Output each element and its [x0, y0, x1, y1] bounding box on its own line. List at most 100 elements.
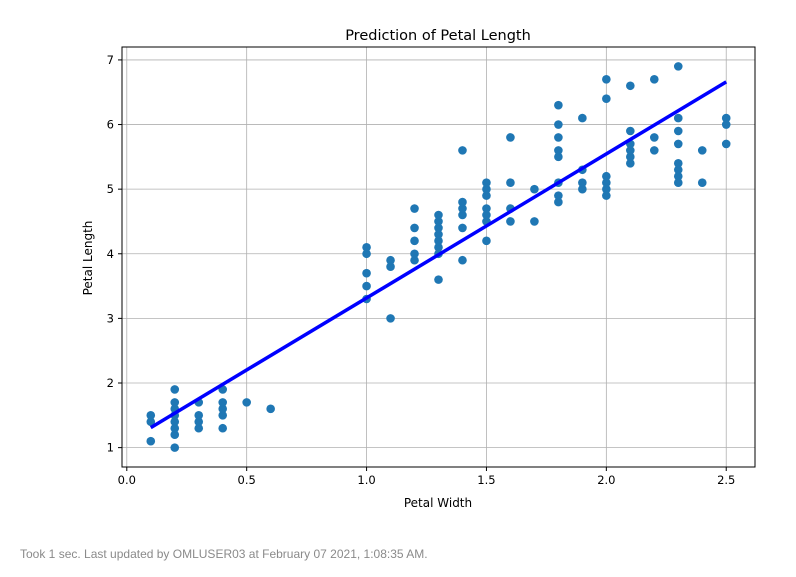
- data-point: [170, 423, 180, 433]
- data-point: [410, 204, 419, 213]
- data-point: [242, 398, 251, 407]
- data-point: [697, 178, 707, 187]
- y-tick-label: 6: [107, 118, 114, 132]
- data-point: [554, 197, 563, 207]
- data-point: [482, 210, 491, 220]
- data-point: [434, 275, 443, 284]
- chart-title: Prediction of Petal Length: [345, 28, 531, 44]
- data-point: [362, 243, 371, 252]
- data-point: [673, 126, 683, 136]
- data-point: [482, 191, 491, 200]
- data-point: [410, 255, 419, 265]
- data-point: [649, 133, 659, 142]
- data-point: [410, 223, 419, 233]
- data-point: [697, 146, 707, 155]
- data-point: [434, 223, 443, 233]
- data-point: [170, 417, 180, 427]
- y-tick-label: 2: [107, 376, 114, 390]
- data-point: [554, 152, 563, 162]
- data-point: [554, 146, 563, 155]
- y-tick-label: 5: [107, 182, 114, 196]
- data-point: [458, 255, 467, 265]
- data-point: [602, 75, 611, 84]
- data-point: [673, 62, 683, 71]
- x-tick-label: 1.0: [357, 473, 375, 487]
- data-point: [626, 146, 635, 155]
- data-point: [458, 146, 467, 155]
- data-point: [434, 217, 443, 226]
- data-point: [602, 171, 611, 181]
- y-axis-ticks: 1 2 3 4 5 6 7: [107, 53, 122, 455]
- data-point: [602, 184, 611, 194]
- data-point: [146, 411, 156, 420]
- data-point: [146, 417, 156, 427]
- data-point: [673, 178, 683, 187]
- data-point: [218, 423, 228, 433]
- data-point: [362, 268, 371, 278]
- data-point: [578, 178, 587, 187]
- data-point: [386, 255, 395, 265]
- data-point: [386, 314, 395, 323]
- data-point: [218, 404, 228, 414]
- data-point: [626, 81, 635, 91]
- y-tick-label: 4: [107, 247, 114, 261]
- data-point: [506, 133, 515, 142]
- y-tick-label: 1: [107, 441, 114, 455]
- data-point: [482, 204, 491, 213]
- data-point: [673, 165, 683, 175]
- x-axis-ticks: 0.0 0.5 1.0 1.5 2.0 2.5: [118, 467, 735, 487]
- data-point: [266, 404, 275, 414]
- data-point: [673, 139, 683, 149]
- data-point: [649, 146, 659, 155]
- y-tick-label: 3: [107, 311, 114, 325]
- data-point: [146, 436, 156, 446]
- x-tick-label: 0.0: [118, 473, 136, 487]
- data-point: [458, 223, 467, 233]
- plot-frame: [121, 46, 756, 468]
- data-point: [218, 411, 228, 420]
- data-point: [482, 236, 491, 246]
- data-point: [170, 443, 180, 452]
- data-point: [506, 178, 515, 187]
- data-point: [434, 230, 443, 239]
- scatter-chart: Prediction of Petal Length 0.0 0.5 1.0 1.5 2…: [81, 28, 756, 510]
- data-points: [146, 62, 731, 452]
- data-point: [578, 184, 587, 194]
- data-point: [721, 139, 731, 149]
- data-point: [170, 430, 180, 439]
- data-point: [673, 171, 683, 181]
- data-point: [602, 178, 611, 187]
- y-axis-label: Petal Length: [81, 221, 95, 296]
- y-tick-label: 7: [107, 53, 114, 67]
- data-point: [721, 113, 731, 123]
- data-point: [506, 217, 515, 226]
- data-point: [482, 184, 491, 194]
- data-point: [170, 398, 180, 407]
- data-point: [170, 385, 180, 394]
- data-point: [721, 120, 731, 129]
- data-point: [626, 152, 635, 162]
- data-point: [578, 113, 587, 123]
- data-point: [194, 417, 204, 427]
- data-point: [362, 249, 371, 259]
- chart-container: Prediction of Petal Length 0.0 0.5 1.0 1.5 2…: [81, 28, 756, 510]
- data-point: [218, 398, 228, 407]
- regression-line: [149, 80, 728, 430]
- data-point: [434, 210, 443, 220]
- x-tick-label: 0.5: [238, 473, 256, 487]
- data-point: [554, 133, 563, 142]
- data-point: [554, 100, 563, 110]
- data-point: [673, 159, 683, 168]
- data-point: [626, 159, 635, 168]
- data-point: [386, 262, 395, 271]
- data-point: [458, 210, 467, 220]
- x-tick-label: 2.0: [597, 473, 615, 487]
- data-point: [602, 191, 611, 200]
- data-point: [362, 281, 371, 291]
- data-point: [434, 243, 443, 252]
- data-point: [554, 191, 563, 200]
- data-point: [194, 411, 204, 420]
- x-tick-label: 1.5: [477, 473, 495, 487]
- data-point: [410, 249, 419, 259]
- data-point: [482, 178, 491, 187]
